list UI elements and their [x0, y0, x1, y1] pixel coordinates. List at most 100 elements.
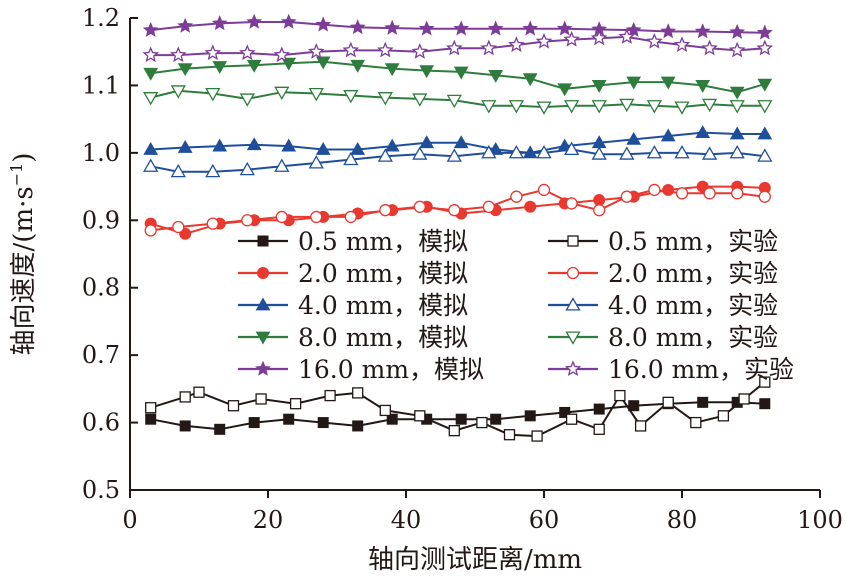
- data-point: [563, 141, 580, 156]
- series-group: [143, 56, 773, 100]
- data-point: [379, 404, 391, 417]
- data-point: [411, 43, 429, 59]
- data-point: [239, 161, 255, 176]
- data-point: [343, 151, 359, 166]
- data-point: [482, 200, 495, 213]
- data-point: [524, 200, 537, 213]
- data-point: [377, 92, 393, 106]
- data-point: [660, 128, 676, 142]
- data-point: [448, 204, 461, 217]
- data-point: [634, 420, 647, 432]
- legend-item: 8.0 mm，实验: [548, 323, 778, 352]
- y-tick-label: 1.1: [82, 71, 120, 99]
- legend-item: 16.0 mm，模拟: [238, 355, 484, 384]
- data-point: [614, 389, 626, 402]
- data-point: [255, 331, 271, 345]
- data-point: [729, 126, 745, 140]
- data-point: [593, 194, 606, 207]
- data-point: [563, 30, 580, 47]
- data-point: [646, 100, 663, 114]
- axes: 0.5 0.6 0.7 0.8 0.9 1.0 1.1 1.2 0 20 40 60 80 100: [82, 4, 843, 534]
- data-point: [556, 20, 573, 36]
- data-point: [619, 98, 635, 113]
- data-point: [537, 183, 551, 197]
- data-point: [565, 297, 581, 311]
- data-point: [241, 214, 254, 227]
- data-point: [626, 131, 642, 145]
- legend-label: 8.0 mm，模拟: [298, 323, 468, 352]
- data-point: [145, 402, 157, 414]
- data-point: [695, 80, 711, 93]
- data-point: [488, 69, 504, 83]
- data-point: [563, 100, 580, 114]
- series-group: [142, 13, 773, 40]
- data-point: [308, 43, 325, 59]
- data-point: [170, 85, 186, 99]
- x-tick-label: 60: [529, 506, 560, 534]
- data-point: [177, 63, 193, 77]
- y-tick-label: 1.2: [82, 4, 120, 32]
- data-point: [625, 21, 642, 37]
- data-point: [214, 423, 226, 435]
- data-point: [487, 20, 504, 36]
- y-tick-label: 0.8: [82, 274, 120, 302]
- data-point: [274, 158, 290, 172]
- data-point: [565, 331, 581, 345]
- data-point: [531, 430, 543, 442]
- data-point: [255, 393, 267, 405]
- data-point: [255, 360, 271, 376]
- data-point: [205, 163, 221, 178]
- data-point: [315, 56, 331, 70]
- data-point: [211, 15, 228, 31]
- legend-label: 8.0 mm，实验: [608, 323, 778, 352]
- plot-series: [142, 13, 774, 442]
- data-point: [728, 41, 746, 58]
- data-point: [212, 138, 228, 152]
- data-point: [324, 389, 336, 402]
- legend-item: 16.0 mm，实验: [548, 355, 794, 384]
- data-point: [593, 423, 605, 435]
- data-point: [315, 16, 332, 32]
- data-point: [384, 19, 401, 35]
- data-point: [255, 297, 271, 311]
- data-point: [419, 65, 435, 79]
- data-point: [646, 32, 663, 49]
- data-point: [729, 100, 745, 114]
- data-point: [453, 135, 469, 149]
- x-tick-label: 40: [391, 506, 422, 534]
- data-point: [591, 100, 607, 114]
- legend-label: 4.0 mm，实验: [608, 291, 778, 320]
- data-point: [212, 61, 228, 75]
- data-point: [453, 66, 469, 80]
- legend-item: 0.5 mm，实验: [548, 227, 778, 256]
- data-point: [757, 100, 773, 114]
- data-point: [246, 13, 263, 29]
- data-point: [179, 420, 191, 432]
- data-point: [628, 400, 640, 412]
- data-point: [524, 410, 536, 422]
- y-tick-label: 1.0: [82, 139, 120, 167]
- data-point: [557, 83, 573, 97]
- data-point: [535, 32, 553, 49]
- data-point: [476, 416, 488, 429]
- data-point: [729, 145, 745, 159]
- data-point: [626, 76, 642, 90]
- data-point: [315, 141, 331, 155]
- data-point: [273, 46, 291, 63]
- data-point: [143, 67, 159, 81]
- data-point: [757, 148, 773, 162]
- data-point: [143, 141, 159, 155]
- data-point: [591, 80, 607, 93]
- data-point: [731, 187, 744, 200]
- data-point: [144, 224, 157, 237]
- data-point: [193, 386, 205, 398]
- data-point: [593, 403, 605, 415]
- data-point: [738, 393, 750, 405]
- data-point: [205, 87, 221, 102]
- data-point: [694, 23, 711, 39]
- data-point: [508, 145, 525, 159]
- data-point: [510, 190, 523, 203]
- data-point: [204, 44, 222, 61]
- data-point: [675, 187, 689, 200]
